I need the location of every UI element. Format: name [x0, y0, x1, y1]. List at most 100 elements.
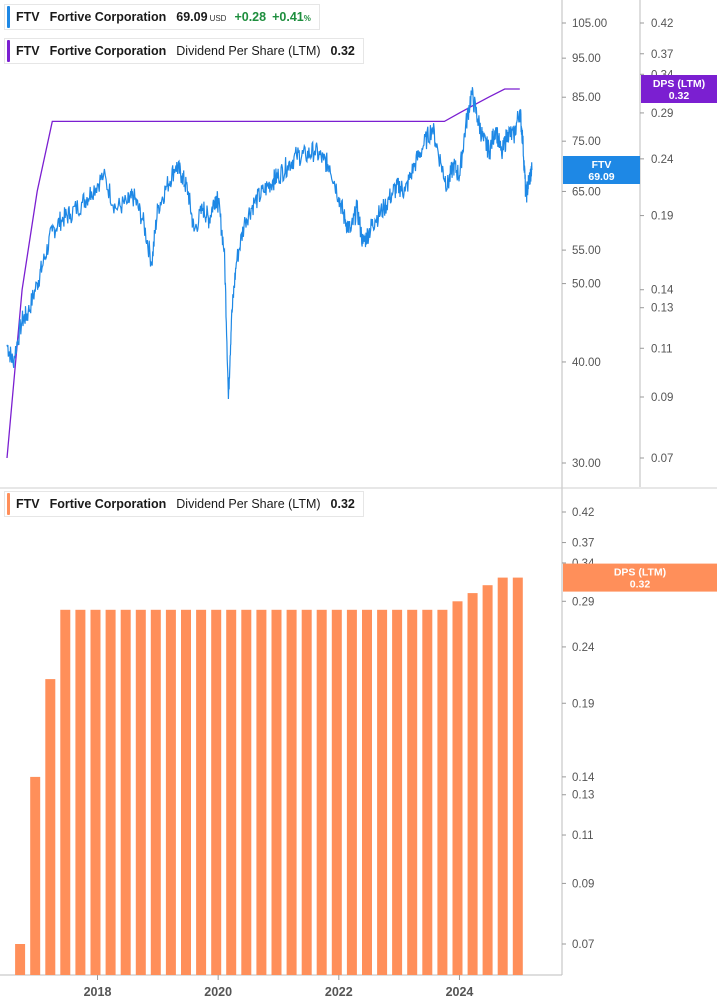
dps-value-label-top-bg: [641, 75, 717, 103]
price-axis-tick-label: 75.00: [572, 136, 601, 148]
price-legend: FTV Fortive Corporation 69.09 USD +0.28 …: [4, 4, 320, 30]
dps-axis-top-tick-label: 0.09: [651, 392, 673, 404]
dps-bar: [60, 609, 71, 975]
legend-ticker: FTV: [16, 10, 40, 24]
dps-axis-bottom-tick-label: 0.07: [572, 939, 594, 951]
dps-bar: [422, 609, 433, 975]
dps-bar: [241, 609, 252, 975]
dps-axis-top-tick-label: 0.13: [651, 303, 673, 315]
dps-bar: [331, 609, 342, 975]
legend-value: 0.32: [330, 44, 355, 58]
dps-bar: [452, 601, 463, 975]
price-legend-swatch: [7, 6, 10, 28]
dps-bar: [256, 609, 267, 975]
price-axis-tick-label: 55.00: [572, 245, 601, 257]
price-axis-tick-label: 30.00: [572, 458, 601, 470]
legend-company: Fortive Corporation: [49, 44, 167, 58]
dps-bar: [150, 609, 161, 975]
dps-legend-top: FTV Fortive Corporation Dividend Per Sha…: [4, 38, 364, 64]
price-axis-tick-label: 50.00: [572, 279, 601, 291]
dps-axis-top-tick-label: 0.24: [651, 154, 674, 166]
x-axis: 2018 2020 2022 2024: [84, 975, 474, 999]
dps-bar: [15, 944, 26, 975]
dps-bar: [135, 609, 146, 975]
dps-bar: [271, 609, 282, 975]
legend-company: Fortive Corporation: [49, 497, 167, 511]
dps-axis-bottom-tick-label: 0.13: [572, 790, 594, 802]
dps-axis-bottom-tick-label: 0.09: [572, 878, 594, 890]
dps-axis-top-tick-label: 0.42: [651, 18, 673, 30]
dps-axis-top-tick-label: 0.14: [651, 285, 674, 297]
dps-bar: [181, 609, 191, 975]
legend-metric: Dividend Per Share (LTM): [176, 44, 321, 58]
dps-bar: [407, 609, 418, 975]
legend-company: Fortive Corporation: [49, 10, 167, 24]
dps-bar: [75, 609, 86, 975]
dps-bar: [392, 609, 403, 975]
legend-change-pct: +0.41%: [272, 10, 311, 24]
price-axis-tick-label: 105.00: [572, 18, 607, 30]
dps-axis-bottom-tick-label: 0.24: [572, 642, 595, 654]
dps-axis-bottom-tick-label: 0.14: [572, 772, 595, 784]
dps-axis-bottom-tick-label: 0.19: [572, 698, 594, 710]
dps-bar: [226, 609, 237, 975]
dps-bar: [437, 609, 448, 975]
dps-axis-top-tick-label: 0.11: [651, 343, 673, 355]
price-value-label-value: 69.09: [588, 171, 614, 183]
dps-bar: [286, 609, 297, 975]
dps-bar: [301, 609, 312, 975]
dps-bar: [30, 776, 41, 975]
dps-value-label-top-value: 0.32: [669, 90, 690, 102]
dps-line: [6, 88, 520, 459]
price-axis-tick-label: 40.00: [572, 357, 601, 369]
dps-axis-top-tick-label: 0.07: [651, 453, 673, 465]
dps-bars: [15, 577, 523, 975]
legend-currency: USD: [209, 14, 227, 23]
dps-bar: [211, 609, 222, 975]
x-axis-tick-label: 2020: [204, 985, 232, 999]
dps-bar: [482, 585, 493, 975]
dps-bar: [90, 609, 101, 975]
legend-price: 69.09: [176, 10, 208, 24]
dps-legend-swatch: [7, 40, 10, 62]
x-axis-tick-label: 2022: [325, 985, 353, 999]
dps-bar: [346, 609, 357, 975]
price-axis-tick-label: 85.00: [572, 92, 601, 104]
dps-bar: [165, 609, 176, 975]
price-axis-tick-label: 65.00: [572, 186, 601, 198]
dps-axis-top-tick-label: 0.19: [651, 211, 673, 223]
price-axis-tick-label: 95.00: [572, 53, 601, 65]
price-line: [6, 87, 533, 400]
dps-axis-bottom-tick-label: 0.11: [572, 830, 594, 842]
dps-bar: [105, 609, 116, 975]
dps-bar: [362, 609, 372, 975]
dps-axis-bottom-tick-label: 0.42: [572, 507, 594, 519]
legend-ticker: FTV: [16, 497, 40, 511]
legend-ticker: FTV: [16, 44, 40, 58]
dps-legend-bottom: FTV Fortive Corporation Dividend Per Sha…: [4, 491, 364, 517]
dps-axis-top-tick-label: 0.29: [651, 108, 673, 120]
x-axis-tick-label: 2018: [84, 985, 112, 999]
dps-bar: [196, 609, 207, 975]
legend-value: 0.32: [330, 497, 355, 511]
dps-bar-legend-swatch: [7, 493, 10, 515]
x-axis-tick-label: 2024: [446, 985, 474, 999]
dps-axis-bottom-tick-label: 0.29: [572, 596, 594, 608]
price-value-label-bg: [563, 156, 640, 184]
dps-value-label-bottom-value: 0.32: [630, 579, 651, 591]
dps-bar: [316, 609, 327, 975]
dps-bar: [467, 593, 478, 975]
dps-value-label-top-name: DPS (LTM): [653, 78, 705, 90]
dps-axis-top: 0.420.370.340.290.240.190.140.130.110.09…: [640, 18, 674, 465]
dps-bar: [497, 577, 508, 975]
price-value-label-name: FTV: [592, 159, 612, 171]
dps-bar: [512, 577, 523, 975]
dps-bar: [120, 609, 131, 975]
dps-value-label-bottom-name: DPS (LTM): [614, 567, 666, 579]
dps-bar: [45, 679, 56, 975]
price-axis: 105.00 95.00 85.00 75.00 65.00 55.00 50.00 40.0…: [562, 18, 607, 470]
dps-axis-top-tick-label: 0.37: [651, 49, 673, 61]
dps-bar: [377, 609, 388, 975]
